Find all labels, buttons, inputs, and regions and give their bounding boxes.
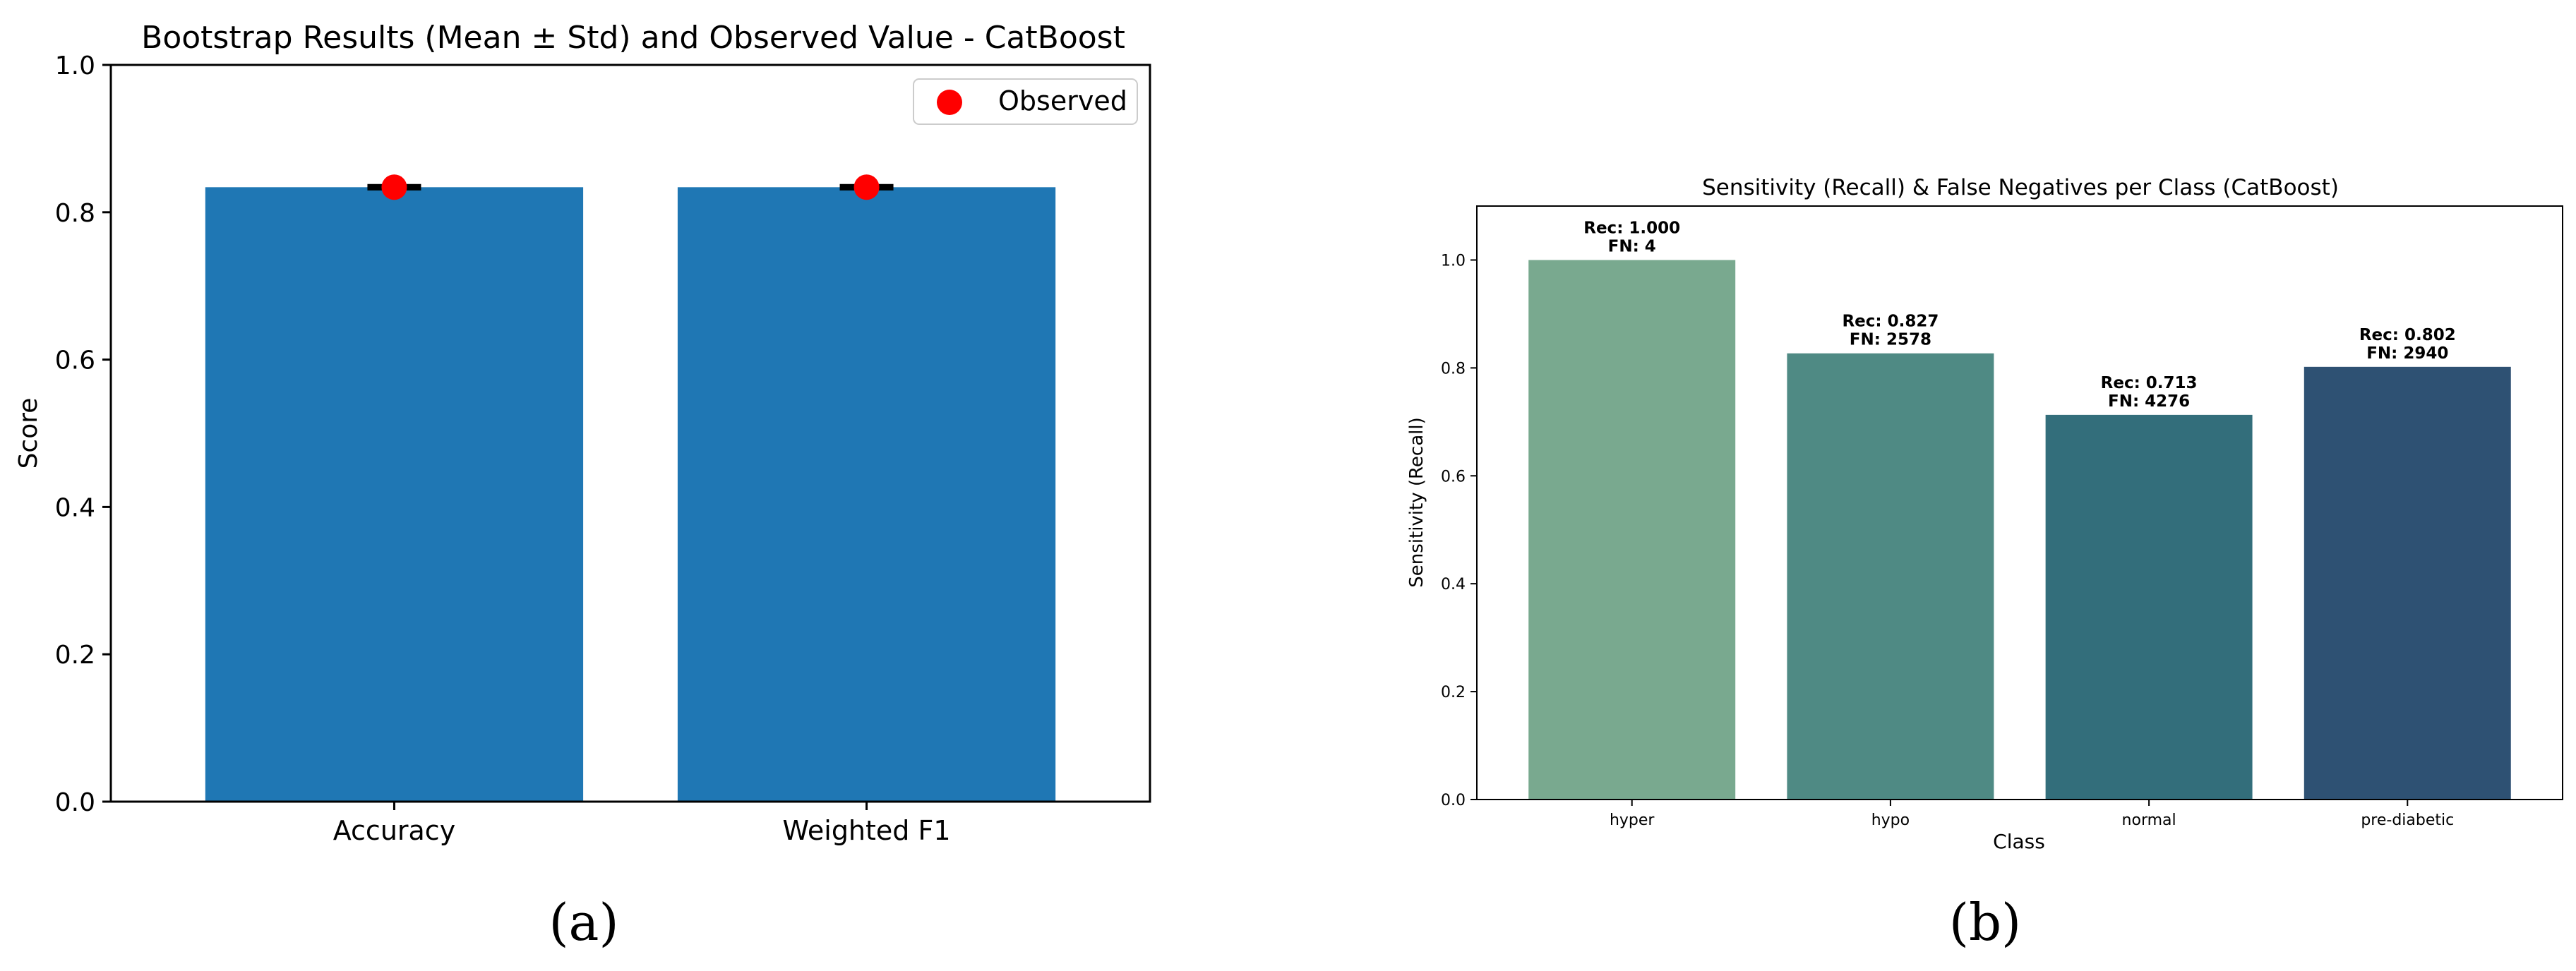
data-label-fn: FN: 2578 <box>1850 331 1931 349</box>
x-tick-label: hypo <box>1871 812 1910 829</box>
y-tick-label: 0.0 <box>55 788 95 817</box>
bar-hypo <box>1787 353 1994 800</box>
chart-b-title: Sensitivity (Recall) & False Negatives p… <box>1702 175 2339 200</box>
chart-a-legend-marker <box>937 90 962 115</box>
y-tick-label: 0.6 <box>55 346 95 375</box>
chart-a-legend-box <box>913 78 1138 125</box>
data-label-recall: Rec: 0.827 <box>1842 313 1939 331</box>
bar-pre-diabetic <box>2304 366 2511 800</box>
y-tick-label: 1.0 <box>1441 252 1466 270</box>
chart-a: Bootstrap Results (Mean ± Std) and Obser… <box>14 20 1151 952</box>
chart-a-legend: Observed <box>913 78 1138 125</box>
chart-b: Sensitivity (Recall) & False Negatives p… <box>1406 175 2563 952</box>
chart-a-legend-entry: Observed <box>998 85 1127 116</box>
panel-label-b: (b) <box>1949 893 2021 952</box>
y-tick-label: 0.8 <box>1441 360 1466 378</box>
chart-a-ylabel: Score <box>14 398 43 469</box>
observed-point <box>381 174 407 200</box>
bar-accuracy <box>205 187 584 802</box>
y-tick-label: 0.4 <box>55 493 95 522</box>
chart-a-title: Bootstrap Results (Mean ± Std) and Obser… <box>141 20 1125 56</box>
panel-label-a: (a) <box>549 893 618 952</box>
data-label-recall: Rec: 0.713 <box>2101 374 2198 392</box>
x-tick-label: pre-diabetic <box>2361 812 2454 829</box>
chart-b-plot-frame <box>1476 205 2563 800</box>
chart-b-ylabel: Sensitivity (Recall) <box>1406 417 1427 587</box>
observed-point <box>853 174 880 200</box>
y-tick-label: 0.8 <box>55 199 95 228</box>
y-tick-label: 0.2 <box>1441 684 1466 701</box>
x-tick-label: Weighted F1 <box>783 815 951 846</box>
data-label-recall: Rec: 0.802 <box>2359 326 2456 344</box>
data-label-fn: FN: 4 <box>1608 237 1656 255</box>
bar-weighted-f1 <box>677 187 1056 802</box>
x-tick-label: normal <box>2122 812 2176 829</box>
chart-b-xlabel: Class <box>1993 830 2045 853</box>
bar-normal <box>2045 414 2253 800</box>
y-tick-label: 0.0 <box>1441 792 1466 809</box>
x-tick-label: Accuracy <box>333 815 456 846</box>
y-tick-label: 0.2 <box>55 641 95 670</box>
data-label-fn: FN: 4276 <box>2108 392 2190 411</box>
chart-a-plot-frame <box>109 64 1151 803</box>
data-label-recall: Rec: 1.000 <box>1583 219 1680 237</box>
y-tick-label: 1.0 <box>55 52 95 80</box>
data-label-fn: FN: 2940 <box>2366 344 2448 363</box>
x-tick-label: hyper <box>1610 812 1655 829</box>
y-tick-label: 0.4 <box>1441 576 1466 593</box>
bar-hyper <box>1528 260 1736 800</box>
y-tick-label: 0.6 <box>1441 468 1466 486</box>
